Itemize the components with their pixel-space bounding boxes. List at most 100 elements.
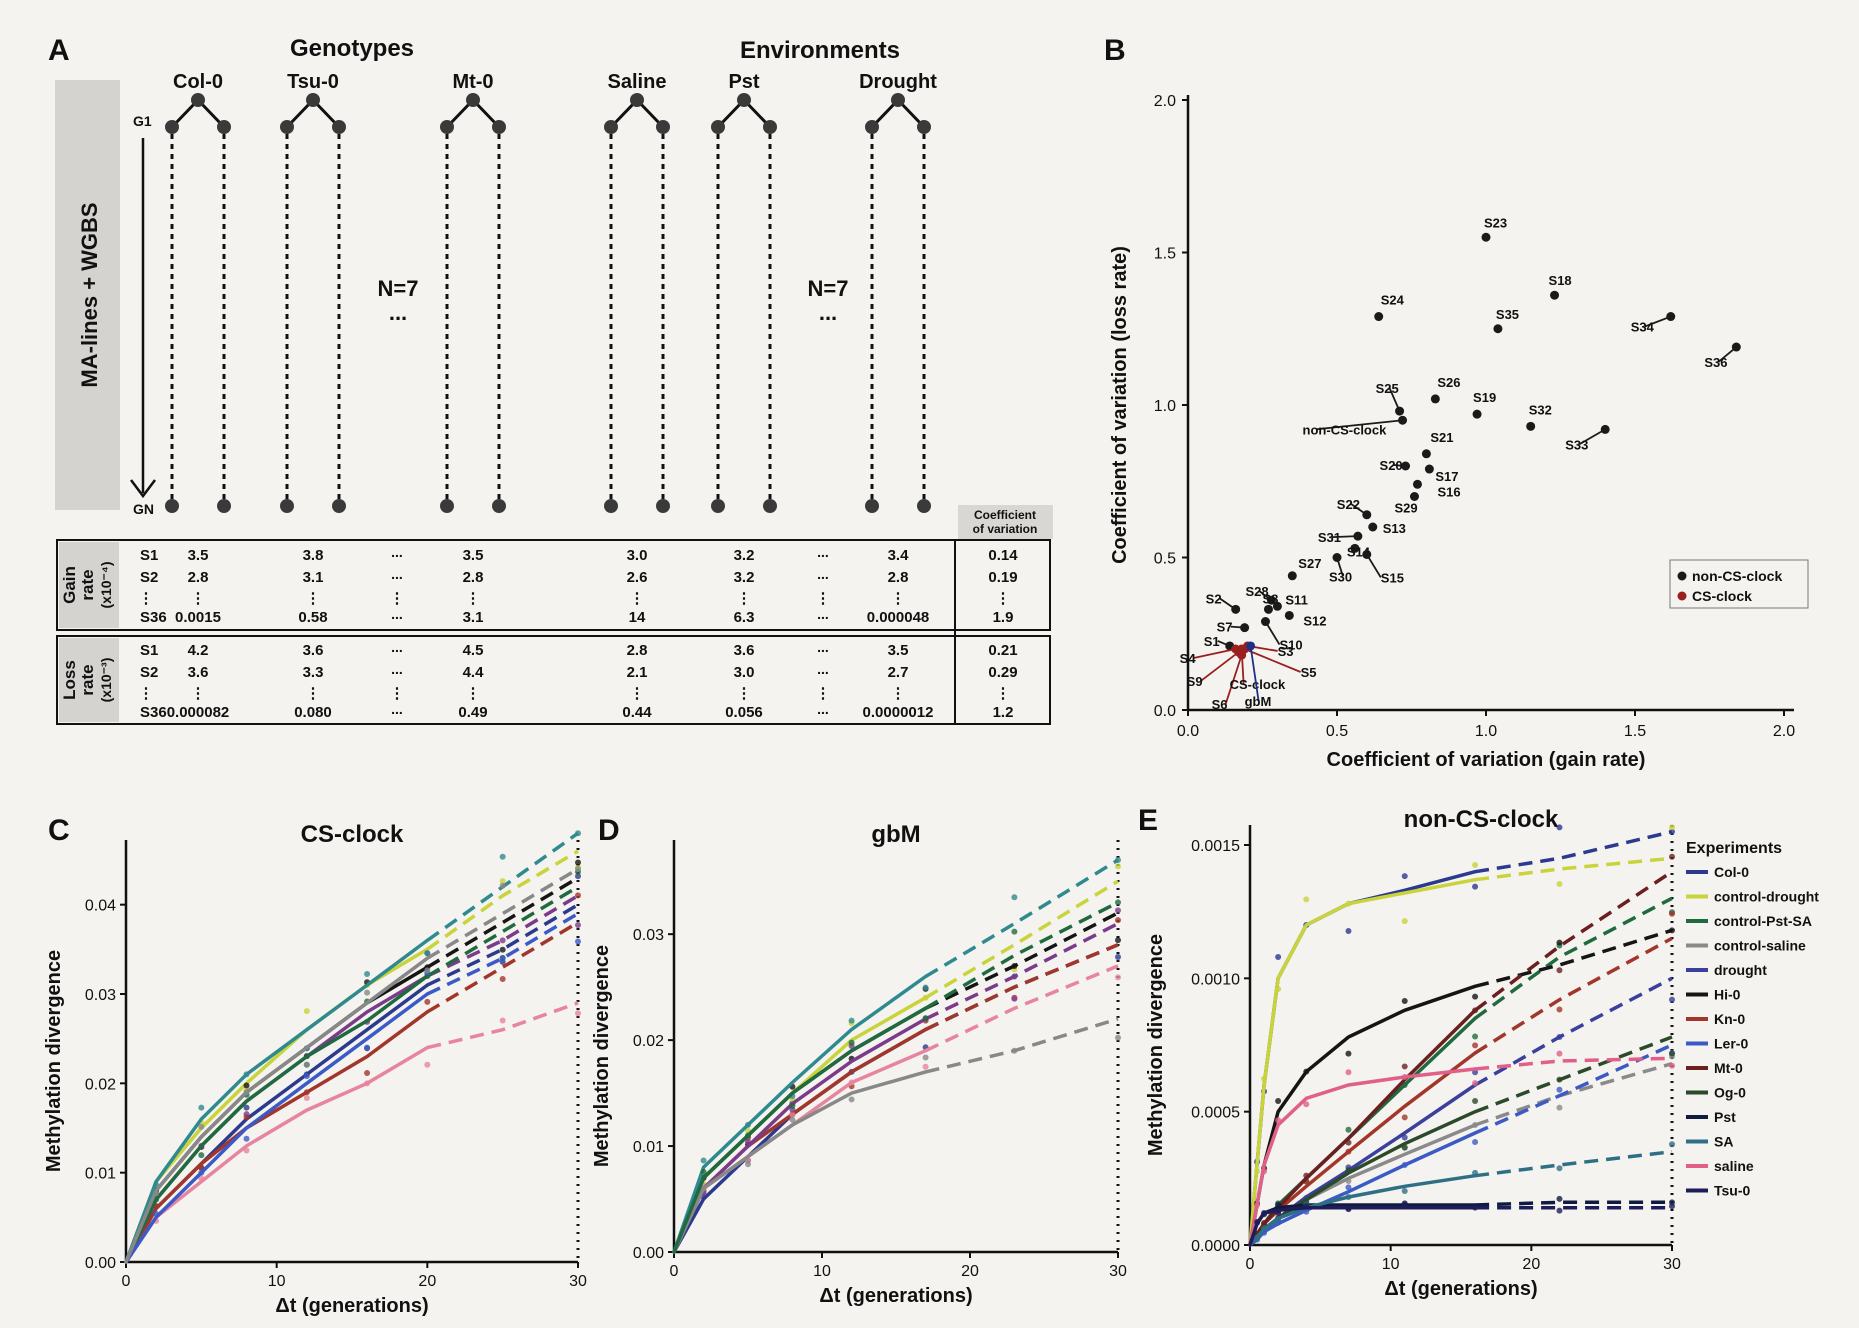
row-value: 2.8 — [463, 569, 484, 586]
data-point — [922, 994, 929, 1001]
data-point — [1254, 1202, 1261, 1208]
leader-line — [1578, 428, 1606, 446]
data-point — [243, 1147, 250, 1154]
ellipsis: ... — [391, 544, 403, 560]
series-line-6-extrapolated — [426, 1001, 579, 1050]
vertical-ellipsis: ⋮ — [139, 685, 154, 702]
series-line-7-extrapolated — [426, 885, 579, 978]
data-point — [922, 984, 929, 991]
gn-node — [217, 499, 231, 513]
point-s22 — [1362, 510, 1372, 520]
series-line-hi-0-extrapolated — [1474, 928, 1673, 988]
row-cv: 0.29 — [988, 664, 1017, 681]
data-point — [745, 1121, 751, 1128]
point-label: S22 — [1337, 497, 1360, 512]
data-point — [1275, 1098, 1282, 1104]
data-point — [1011, 928, 1018, 935]
point-s28 — [1266, 595, 1276, 605]
row-value: 3.0 — [734, 664, 755, 681]
point-cs-clock — [1237, 644, 1247, 654]
data-point — [1401, 1063, 1408, 1070]
point-label: S28 — [1245, 584, 1268, 599]
data-point — [1115, 937, 1121, 944]
row-name: S36 — [140, 609, 167, 626]
row-value: 6.3 — [734, 609, 755, 626]
row-value: 3.6 — [303, 642, 324, 659]
point-label: S12 — [1303, 613, 1326, 628]
point-label: S15 — [1381, 570, 1404, 585]
column-header-0: Col-0 — [173, 71, 223, 93]
gn-node — [165, 499, 179, 513]
y-tick-label: 0.03 — [633, 927, 664, 944]
svg-text:(x10⁻³): (x10⁻³) — [98, 658, 114, 703]
x-axis-label: Coefficient of variation (gain rate) — [1327, 749, 1646, 771]
data-point — [1345, 1126, 1352, 1133]
row-value: 0.000082 — [167, 704, 230, 721]
data-point — [575, 938, 581, 945]
data-point — [499, 955, 506, 962]
row-name: S1 — [140, 547, 158, 564]
data-point — [1345, 1167, 1352, 1174]
data-point — [1669, 1141, 1675, 1148]
data-point — [1669, 1050, 1675, 1057]
leader-line — [1240, 648, 1245, 685]
data-point — [922, 1063, 929, 1070]
data-point — [848, 1017, 855, 1024]
data-point — [1254, 1218, 1261, 1225]
vertical-ellipsis: ⋮ — [466, 590, 481, 607]
point-s31 — [1353, 531, 1363, 541]
series-line-control-drought-extrapolated — [1474, 856, 1673, 882]
vertical-ellipsis: ⋮ — [306, 590, 321, 607]
gn-node — [711, 499, 725, 513]
data-point — [700, 1168, 707, 1175]
y-tick-label: 2.0 — [1154, 93, 1176, 110]
x-tick-label: 30 — [569, 1273, 587, 1290]
row-value: 0.49 — [458, 704, 487, 721]
legend-entry: Tsu-0 — [1714, 1183, 1751, 1199]
data-point — [1556, 824, 1563, 831]
data-point — [1556, 939, 1563, 946]
x-tick-label: 30 — [1663, 1256, 1681, 1273]
gain-table: S1 3.5 3.8 3.5 3.0 3.2 3.4 0.14... ... S2 2.8 3.1 2.… — [139, 544, 1019, 626]
legend-entry: non-CS-clock — [1692, 568, 1782, 584]
data-point — [499, 853, 506, 860]
gn-node — [604, 499, 618, 513]
gen-top-label: G1 — [133, 113, 152, 129]
x-tick-label: 0.5 — [1326, 723, 1348, 740]
point-s29 — [1409, 492, 1419, 501]
data-point — [1115, 974, 1121, 981]
data-point — [1345, 900, 1352, 907]
data-point — [198, 1123, 205, 1130]
point-label: S23 — [1484, 215, 1507, 230]
series-line-col-0-extrapolated — [1474, 829, 1673, 874]
row-value: 3.5 — [463, 547, 484, 564]
legend-entry: Col-0 — [1714, 864, 1749, 880]
gn-node — [332, 499, 346, 513]
point-s20 — [1401, 461, 1411, 471]
series-line-control-drought — [1248, 877, 1477, 1247]
data-point — [243, 1071, 250, 1078]
generation-arrowhead — [130, 479, 156, 499]
leader-line — [1316, 419, 1403, 431]
row-value: 3.5 — [888, 642, 909, 659]
data-point — [745, 1132, 751, 1139]
point-label: S13 — [1383, 521, 1406, 536]
series-line-sa-extrapolated — [1474, 1149, 1673, 1178]
loss-label-box — [59, 638, 119, 722]
y-tick-label: 0.0000 — [1191, 1238, 1240, 1255]
g1-node — [917, 120, 931, 134]
data-point — [1401, 997, 1408, 1004]
data-point — [1275, 954, 1282, 960]
data-point — [243, 1089, 250, 1096]
dots-genotypes: ... — [389, 300, 407, 325]
point-label: S32 — [1529, 402, 1552, 417]
cv-header-line1: Coefficient — [974, 508, 1036, 522]
data-point — [789, 1102, 796, 1109]
point-label: S16 — [1437, 484, 1460, 499]
point-label: S29 — [1394, 501, 1417, 516]
point-s19 — [1472, 409, 1482, 419]
data-point — [424, 1061, 431, 1068]
series-line-7-extrapolated — [925, 1017, 1119, 1074]
gn-node — [656, 499, 670, 513]
